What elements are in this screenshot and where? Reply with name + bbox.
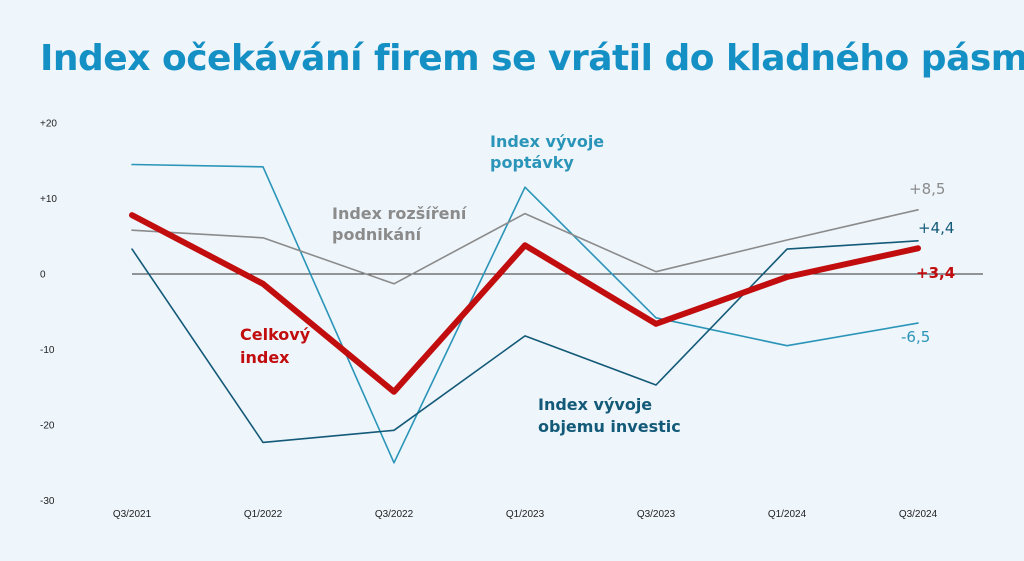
y-tick-label: -10 bbox=[40, 345, 55, 356]
x-tick-label: Q3/2023 bbox=[637, 509, 676, 520]
series-line-2 bbox=[131, 240, 919, 444]
series-label-0: poptávky bbox=[490, 153, 574, 172]
end-value-label-3: +3,4 bbox=[916, 264, 955, 282]
series-label-3: Celkový bbox=[240, 325, 311, 344]
end-value-label-1: +8,5 bbox=[909, 180, 945, 198]
series-label-2: Index vývoje bbox=[538, 395, 652, 414]
series-label-1: podnikání bbox=[332, 225, 423, 244]
series-line-0 bbox=[131, 163, 919, 464]
y-tick-label: -20 bbox=[40, 421, 55, 432]
y-tick-label: +20 bbox=[40, 119, 57, 130]
y-tick-label: 0 bbox=[40, 270, 46, 281]
x-tick-label: Q3/2021 bbox=[113, 509, 152, 520]
series-line-3 bbox=[129, 212, 921, 395]
end-value-label-0: -6,5 bbox=[901, 328, 930, 346]
x-tick-label: Q1/2022 bbox=[244, 509, 283, 520]
series-line-1 bbox=[131, 209, 919, 285]
x-tick-label: Q3/2022 bbox=[375, 509, 414, 520]
chart-title: Index očekávání firem se vrátil do kladn… bbox=[40, 38, 1024, 79]
x-tick-label: Q1/2023 bbox=[506, 509, 545, 520]
y-tick-label: +10 bbox=[40, 194, 57, 205]
series-label-2: objemu investic bbox=[538, 417, 681, 436]
x-tick-label: Q1/2024 bbox=[768, 509, 807, 520]
end-value-label-2: +4,4 bbox=[918, 219, 954, 237]
x-tick-label: Q3/2024 bbox=[899, 509, 938, 520]
series-label-1: Index rozšíření bbox=[332, 204, 468, 223]
series-label-3: index bbox=[240, 348, 290, 367]
y-tick-label: -30 bbox=[40, 496, 55, 507]
series-label-0: Index vývoje bbox=[490, 132, 604, 151]
